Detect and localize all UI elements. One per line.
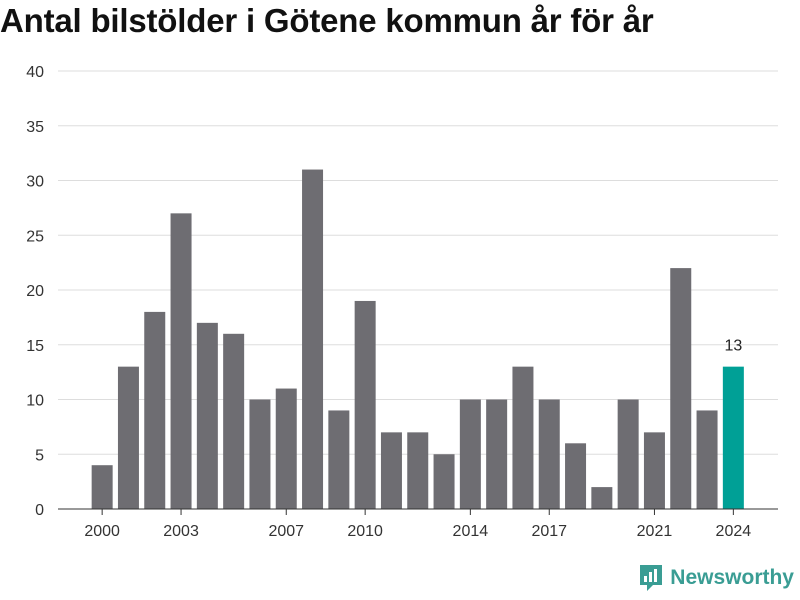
bar-2008 xyxy=(302,169,324,510)
bar-2001 xyxy=(117,366,139,509)
bar-2012 xyxy=(407,432,429,509)
y-tick-label: 20 xyxy=(26,283,44,300)
bar-2023 xyxy=(696,410,718,509)
x-tick-label: 2014 xyxy=(453,523,489,540)
bar-2020 xyxy=(617,399,639,509)
bar-2016 xyxy=(512,366,534,509)
x-tick-label: 2010 xyxy=(347,523,383,540)
bar-2007 xyxy=(275,388,297,509)
x-tick-label: 2021 xyxy=(637,523,673,540)
bar-2009 xyxy=(328,410,350,509)
bar-2024 xyxy=(722,366,744,509)
y-tick-label: 0 xyxy=(35,502,44,519)
value-labels: 13 xyxy=(724,338,742,355)
y-tick-label: 35 xyxy=(26,119,44,136)
bar-2004 xyxy=(196,322,218,509)
bar-2005 xyxy=(223,333,245,509)
x-tick-label: 2000 xyxy=(84,523,120,540)
y-tick-label: 5 xyxy=(35,447,44,464)
bar-2006 xyxy=(249,399,271,509)
chart-title: Antal bilstölder i Götene kommun år för … xyxy=(0,2,654,39)
bar-2002 xyxy=(144,311,166,509)
bar-2017 xyxy=(538,399,560,509)
bar-2011 xyxy=(380,432,402,509)
brand-name: Newsworthy xyxy=(670,566,794,589)
x-axis-ticks: 2000 2003 2007 2010 2014 2017 2021 2024 xyxy=(84,509,751,540)
y-tick-label: 15 xyxy=(26,338,44,355)
bar-2010 xyxy=(354,300,376,509)
bar-2022 xyxy=(670,268,692,509)
bar-2014 xyxy=(459,399,481,509)
y-tick-label: 30 xyxy=(26,174,44,191)
bar-2003 xyxy=(170,213,192,509)
bar-2018 xyxy=(565,443,587,509)
value-label-2024: 13 xyxy=(724,338,742,355)
x-tick-label: 2024 xyxy=(716,523,752,540)
y-axis-ticks: 0 5 10 15 20 25 30 35 40 xyxy=(26,64,44,519)
bar-2000 xyxy=(91,465,113,509)
bar-2021 xyxy=(643,432,665,509)
x-tick-label: 2007 xyxy=(268,523,304,540)
x-tick-label: 2003 xyxy=(163,523,199,540)
bar-2019 xyxy=(591,487,613,509)
y-tick-label: 10 xyxy=(26,393,44,410)
bar-2015 xyxy=(486,399,508,509)
brand-logo: Newsworthy xyxy=(638,563,794,593)
bar-2013 xyxy=(433,454,455,509)
y-tick-label: 25 xyxy=(26,228,44,245)
x-tick-label: 2017 xyxy=(531,523,567,540)
newsworthy-logo-icon xyxy=(640,565,663,591)
gridlines xyxy=(58,70,778,455)
bars xyxy=(91,169,744,510)
y-tick-label: 40 xyxy=(26,64,44,81)
